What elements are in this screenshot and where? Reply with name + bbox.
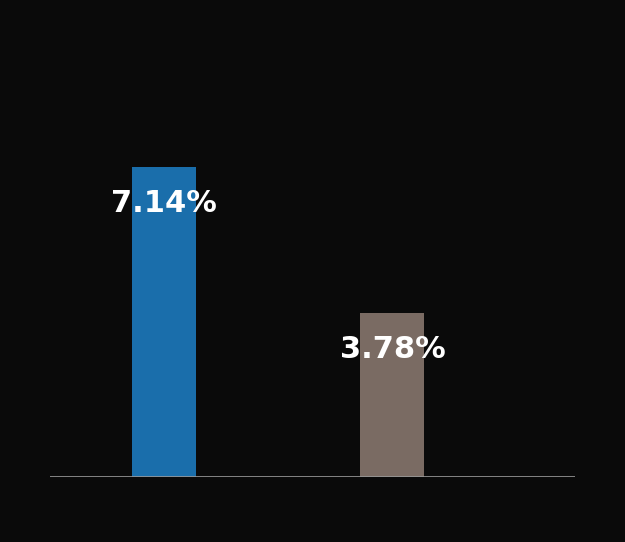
Bar <box>361 313 424 477</box>
Text: 7.14%: 7.14% <box>111 189 217 218</box>
Text: 3.78%: 3.78% <box>339 335 445 364</box>
Bar <box>132 167 196 477</box>
